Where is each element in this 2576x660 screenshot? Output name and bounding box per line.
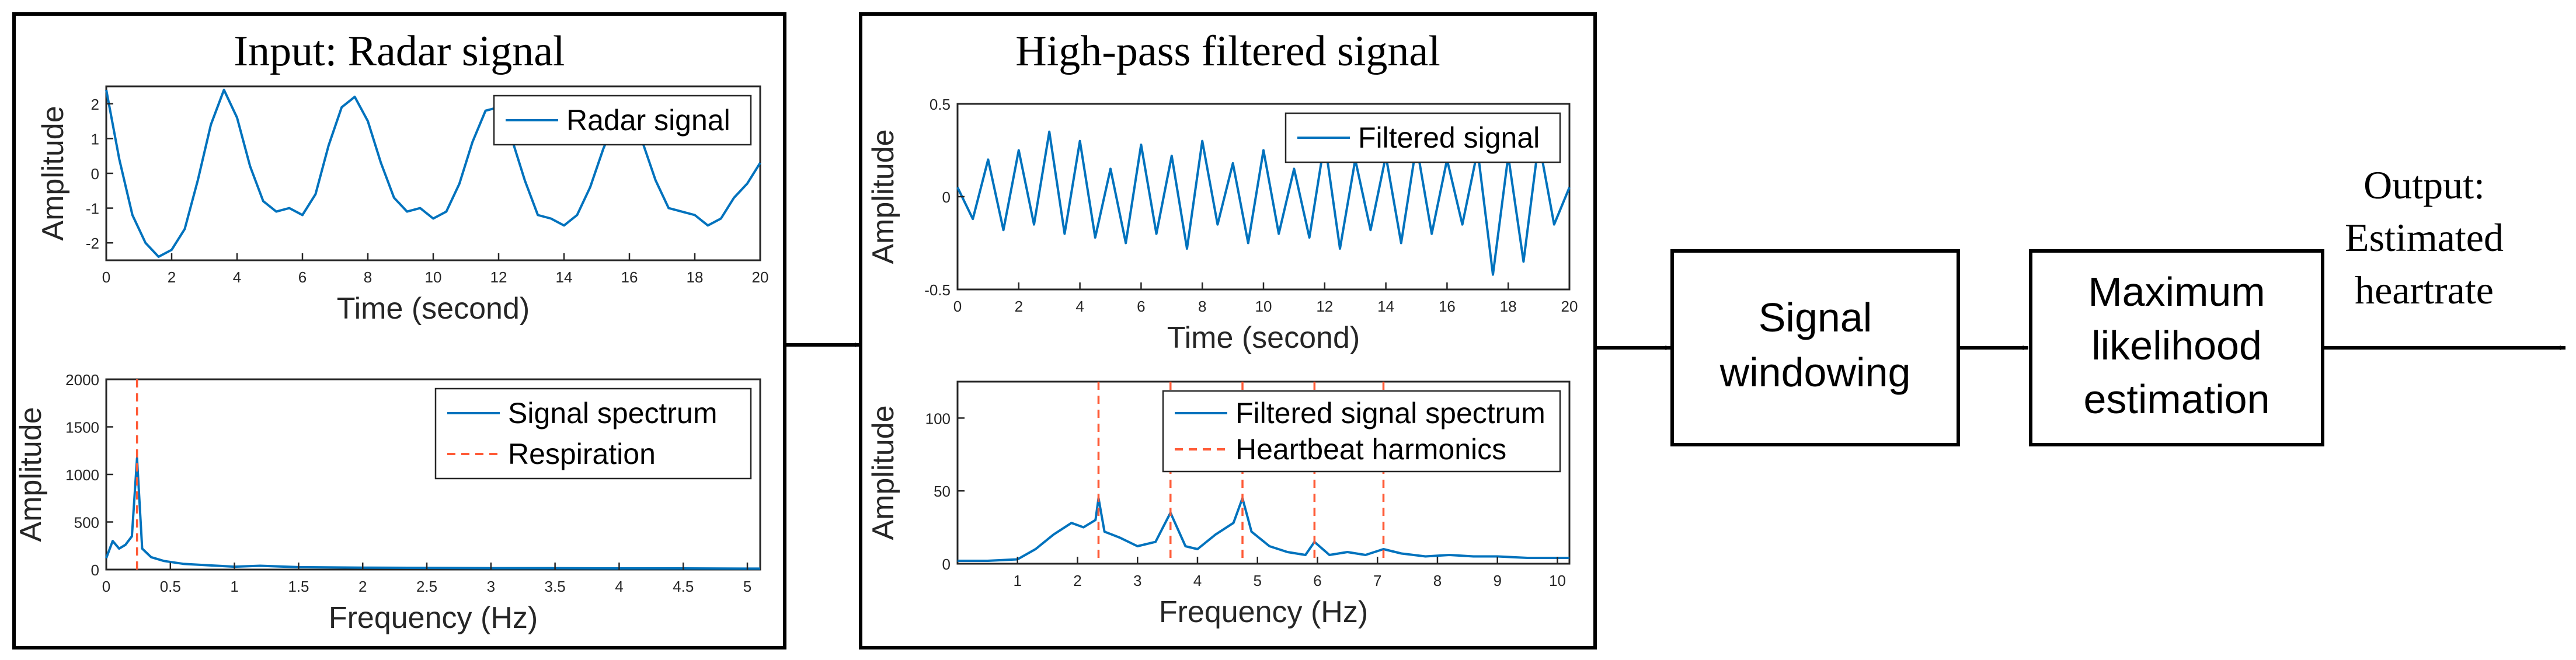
mle-line-2: likelihood <box>2091 323 2262 368</box>
radar_spectrum-ytick-label: 1500 <box>65 419 99 436</box>
radar_spectrum-xtick-label: 2 <box>358 578 367 595</box>
input-panel-frame <box>12 12 786 649</box>
radar_spectrum-legend-label: Signal spectrum <box>508 397 718 429</box>
filtered_spectrum-ytick-label: 100 <box>925 410 951 427</box>
radar_spectrum-ylabel: Amplitude <box>14 407 48 542</box>
radar_time-ytick-label: 1 <box>91 130 99 148</box>
filtered_time-series-line <box>956 130 1571 276</box>
filtered-panel-frame <box>859 12 1597 649</box>
filtered_time-xtick-label: 16 <box>1439 298 1456 315</box>
filtered_spectrum-ytick-label: 0 <box>942 556 951 573</box>
radar_time-xtick-label: 0 <box>102 268 110 286</box>
mle-line-3: estimation <box>2083 376 2269 422</box>
radar_spectrum-xtick-label: 3.5 <box>545 578 566 595</box>
filtered_spectrum-xtick-label: 1 <box>1014 572 1022 589</box>
filtered_spectrum-ylabel: Amplitude <box>866 405 900 540</box>
radar_spectrum-xlabel: Frequency (Hz) <box>329 601 538 635</box>
radar_time-xtick-label: 8 <box>364 268 372 286</box>
radar_time-xtick-label: 20 <box>752 268 769 286</box>
filtered_spectrum-xtick-label: 7 <box>1373 572 1381 589</box>
filtered_spectrum-legend-label: Filtered signal spectrum <box>1235 397 1545 429</box>
filtered_spectrum-xtick-label: 2 <box>1073 572 1081 589</box>
signal-windowing-block <box>1670 249 1960 446</box>
input-panel-title: Input: Radar signal <box>234 27 565 75</box>
radar_spectrum-legend-label: Respiration <box>508 438 656 470</box>
radar_time-xlabel: Time (second) <box>337 292 530 326</box>
filtered_spectrum-xtick-label: 6 <box>1313 572 1321 589</box>
radar_time-ylabel: Amplitude <box>36 106 70 240</box>
radar_time-xtick-label: 14 <box>556 268 573 286</box>
filtered_time-ytick-label: -0.5 <box>924 281 951 299</box>
filtered_time-ylabel: Amplitude <box>866 129 900 264</box>
signal-windowing-line-1: Signal <box>1759 295 1872 340</box>
radar_time-ytick-label: -2 <box>86 235 99 252</box>
radar_time-ytick-label: -1 <box>86 200 99 218</box>
filtered_time-xtick-label: 20 <box>1561 298 1578 315</box>
filtered_time-xtick-label: 12 <box>1316 298 1333 315</box>
filtered_time-xtick-label: 2 <box>1015 298 1023 315</box>
filtered_spectrum-xtick-label: 8 <box>1433 572 1442 589</box>
filtered_spectrum-xtick-label: 3 <box>1133 572 1141 589</box>
radar_spectrum-xtick-label: 4.5 <box>673 578 694 595</box>
filtered_time-ytick-label: 0.5 <box>930 96 951 113</box>
filtered_time-legend-label: Filtered signal <box>1358 121 1540 154</box>
output-label-line-3: heartrate <box>2355 268 2494 312</box>
filtered_time-xtick-label: 8 <box>1198 298 1206 315</box>
radar_spectrum-xtick-label: 0 <box>102 578 110 595</box>
filtered_time-xtick-label: 6 <box>1137 298 1145 315</box>
filtered_spectrum-xtick-label: 9 <box>1493 572 1501 589</box>
filtered_time-xtick-label: 18 <box>1500 298 1517 315</box>
radar_time-legend-label: Radar signal <box>566 104 730 137</box>
radar_time-xtick-label: 6 <box>298 268 307 286</box>
radar_spectrum-xtick-label: 5 <box>743 578 751 595</box>
output-label-line-2: Estimated <box>2345 215 2504 260</box>
filtered_spectrum-ytick-label: 50 <box>934 483 951 500</box>
filtered-panel-title: High-pass filtered signal <box>1015 27 1440 75</box>
filtered_time-xtick-label: 0 <box>953 298 962 315</box>
radar_spectrum-xtick-label: 3 <box>487 578 495 595</box>
filtered_spectrum-xtick-label: 5 <box>1253 572 1261 589</box>
radar_time-xtick-label: 18 <box>687 268 704 286</box>
filtered_spectrum-xtick-label: 10 <box>1549 572 1566 589</box>
radar_spectrum-ytick-label: 1000 <box>65 466 99 484</box>
radar_spectrum-xtick-label: 1.5 <box>288 578 309 595</box>
filtered_time-xtick-label: 10 <box>1255 298 1272 315</box>
radar_time-xtick-label: 4 <box>233 268 241 286</box>
filtered_time-xtick-label: 4 <box>1075 298 1084 315</box>
radar_time-xtick-label: 12 <box>490 268 507 286</box>
radar_spectrum-xtick-label: 4 <box>615 578 623 595</box>
signal-windowing-line-2: windowing <box>1719 350 1911 395</box>
radar_spectrum-ytick-label: 2000 <box>65 371 99 389</box>
output-label-line-1: Output: <box>2363 163 2485 207</box>
radar_spectrum-xtick-label: 0.5 <box>160 578 181 595</box>
radar_time-ytick-label: 2 <box>91 96 99 113</box>
filtered_spectrum-legend-label: Heartbeat harmonics <box>1235 433 1506 466</box>
filtered_time-xlabel: Time (second) <box>1167 321 1360 355</box>
mle-line-1: Maximum <box>2088 269 2265 315</box>
radar_time-xtick-label: 2 <box>168 268 176 286</box>
radar_spectrum-series-line <box>105 457 760 570</box>
filtered_spectrum-xlabel: Frequency (Hz) <box>1159 595 1368 629</box>
filtered_spectrum-legend-box <box>1162 390 1561 473</box>
radar_spectrum-xtick-label: 1 <box>230 578 238 595</box>
radar_spectrum-legend-box <box>434 387 752 480</box>
radar_time-ytick-label: 0 <box>91 165 99 183</box>
radar_time-xtick-label: 10 <box>425 268 442 286</box>
radar-spectrum-chart: 0 0.5 1 1.5 2 2.5 3 3.5 4 4.5 5 0 500 1000 1500 2000 Fre… <box>14 371 761 635</box>
filtered_spectrum-xtick-label: 4 <box>1193 572 1202 589</box>
filtered_time-ytick-label: 0 <box>942 188 951 206</box>
radar_spectrum-ytick-label: 500 <box>74 514 99 532</box>
radar_time-series-line <box>105 89 761 258</box>
radar_time-xtick-label: 16 <box>621 268 638 286</box>
mle-block <box>2029 249 2324 446</box>
filtered_time-xtick-label: 14 <box>1377 298 1394 315</box>
filtered_spectrum-series-line <box>958 497 1569 562</box>
radar_spectrum-xtick-label: 2.5 <box>416 578 437 595</box>
radar_spectrum-ytick-label: 0 <box>91 561 99 579</box>
